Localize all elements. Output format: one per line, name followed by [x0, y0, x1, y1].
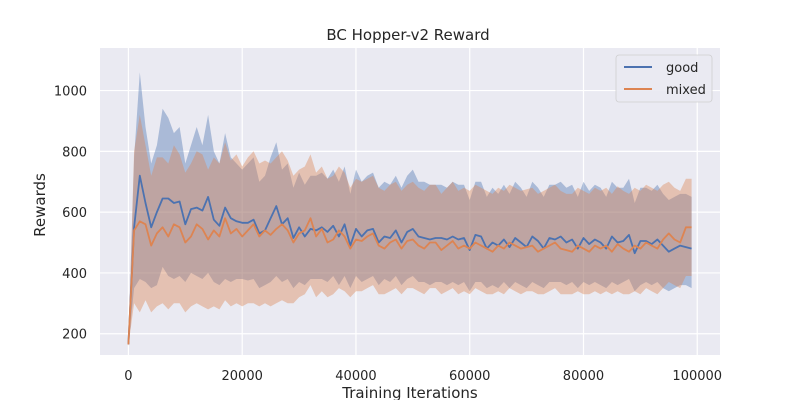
y-tick-label: 800	[62, 145, 87, 160]
x-tick-label: 60000	[449, 369, 490, 384]
legend-label-mixed: mixed	[666, 83, 706, 98]
legend: good mixed	[615, 54, 713, 103]
x-tick-label: 20000	[222, 369, 263, 384]
tick-labels: 0 20000 40000 60000 80000 100000 200 400 600 800 1…	[54, 85, 722, 384]
x-tick-label: 100000	[672, 369, 722, 384]
x-tick-label: 40000	[335, 369, 376, 384]
chart-title: BC Hopper-v2 Reward	[326, 26, 489, 44]
x-tick-label: 80000	[563, 369, 604, 384]
y-tick-label: 1000	[54, 85, 87, 100]
y-axis-label: Rewards	[31, 173, 49, 237]
x-axis-label: Training Iterations	[341, 384, 478, 400]
series-lines	[127, 174, 692, 345]
y-tick-label: 200	[62, 328, 87, 343]
series-line-good	[127, 174, 692, 345]
legend-label-good: good	[666, 61, 698, 76]
y-tick-label: 600	[62, 206, 87, 221]
y-tick-label: 400	[62, 267, 87, 282]
x-tick-label: 0	[124, 369, 132, 384]
series-line-mixed	[127, 217, 692, 345]
confidence-band-good	[128, 72, 692, 346]
